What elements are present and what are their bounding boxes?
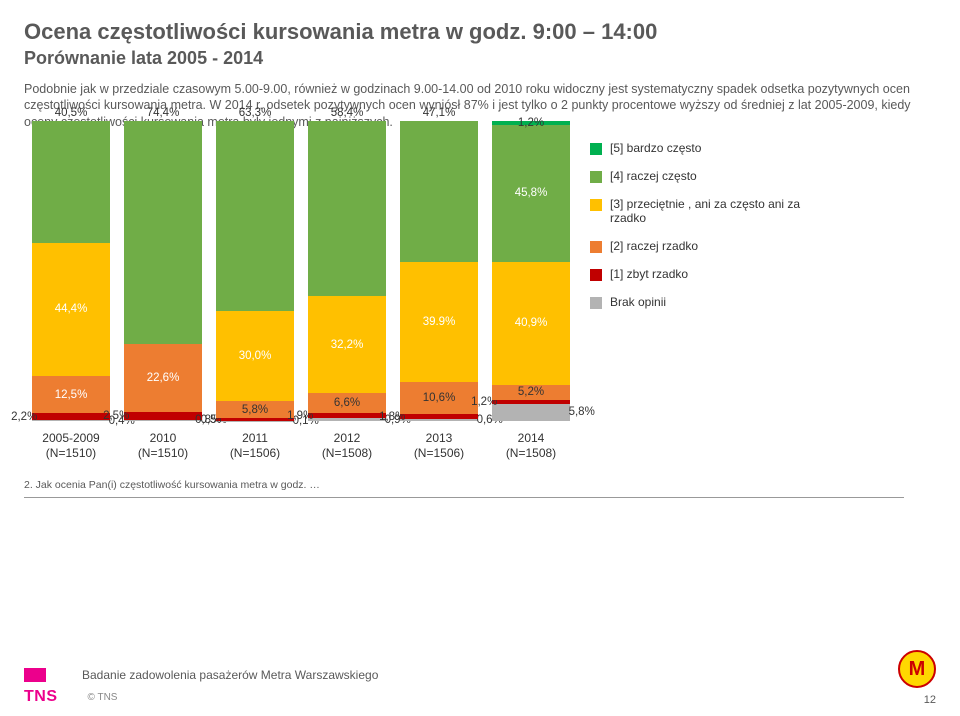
bar-segment: 0,6% — [400, 419, 478, 421]
bar-segment: 39.9% — [400, 262, 478, 382]
bar-column: 0,4%2,2% 12,5% 44,4% 40,5% 2005-2009(N=1510) — [32, 121, 110, 461]
legend-item: [3] przeciętnie , ani za często ani za r… — [590, 197, 820, 225]
x-axis-label: 2014(N=1508) — [506, 431, 556, 461]
bar-segment: 1,2% — [492, 121, 570, 125]
stacked-bar: 0,5%2,5% 22,6% 74,4% — [124, 121, 202, 421]
bar-segment: 63,3% — [216, 121, 294, 311]
segment-label: 74,4% — [147, 107, 180, 119]
bar-segment: 0,4% — [32, 420, 110, 421]
footnote: 2. Jak ocenia Pan(i) częstotliwość kurso… — [24, 479, 904, 498]
bar-segment: 0,5% — [124, 420, 202, 422]
legend-swatch-icon — [590, 297, 602, 309]
bar-segment: 1,2% — [492, 400, 570, 404]
footer: Badanie zadowolenia pasażerów Metra Wars… — [24, 668, 936, 706]
legend-swatch-icon — [590, 143, 602, 155]
legend-label: [1] zbyt rzadko — [610, 267, 688, 281]
bar-column: 0,1%0,8%5,8%30,0%63,3%2011(N=1506) — [216, 121, 294, 461]
segment-label: 22,6% — [147, 372, 180, 384]
bar-segment: 5,8% — [492, 404, 570, 421]
segment-label: 5,8% — [242, 404, 268, 416]
bar-segment: 47,1% — [400, 121, 478, 262]
legend-label: [2] raczej rzadko — [610, 239, 698, 253]
tns-logo: TNS — [24, 688, 58, 706]
bar-segment: 12,5% — [32, 376, 110, 414]
stacked-bar: 0,9%1,9% 6,6% 32,2% 58,4% — [308, 121, 386, 421]
bar-segment: 6,6% — [308, 393, 386, 413]
legend-label: [4] raczej często — [610, 169, 697, 183]
legend-item: [1] zbyt rzadko — [590, 267, 820, 281]
segment-label: 1,2% — [518, 117, 544, 129]
segment-label: 30,0% — [239, 350, 272, 362]
bar-segment: 2,5% — [124, 412, 202, 420]
segment-label: 47,1% — [423, 107, 456, 119]
stacked-bar: 5,8%1,2%5,2%40,9%45,8%1,2% — [492, 121, 570, 421]
page-subtitle: Porównanie lata 2005 - 2014 — [24, 48, 936, 69]
stacked-bar: 0,1%0,8%5,8%30,0%63,3% — [216, 121, 294, 421]
legend-label: [5] bardzo często — [610, 141, 701, 155]
bar-segment: 0,9% — [308, 418, 386, 421]
legend-swatch-icon — [590, 171, 602, 183]
stacked-bar: 0,4%2,2% 12,5% 44,4% 40,5% — [32, 121, 110, 421]
x-axis-label: 2012(N=1508) — [322, 431, 372, 461]
bar-column: 0,5%2,5% 22,6% 74,4% 2010(N=1510) — [124, 121, 202, 461]
tns-accent-icon — [24, 668, 46, 682]
page-number: 12 — [924, 694, 936, 706]
footer-title: Badanie zadowolenia pasażerów Metra Wars… — [82, 668, 378, 682]
bar-segment: 58,4% — [308, 121, 386, 296]
bar-segment: 0,8% — [216, 418, 294, 420]
chart-container: 0,4%2,2%12,5%44,4%40,5%2005-2009(N=1510)… — [24, 141, 936, 461]
x-axis-label: 2010(N=1510) — [138, 431, 188, 461]
bar-segment: 5,2% — [492, 385, 570, 401]
segment-label: 40,9% — [515, 317, 548, 329]
bar-segment: 2,2% — [32, 413, 110, 420]
segment-label: 63,3% — [239, 107, 272, 119]
segment-label: 40,5% — [55, 107, 88, 119]
legend-label: [3] przeciętnie , ani za często ani za r… — [610, 197, 820, 225]
bars-region: 0,4%2,2%12,5%44,4%40,5%2005-2009(N=1510)… — [24, 141, 570, 461]
bar-segment: 40,5% — [32, 121, 110, 243]
stacked-bar: 0,6%1,8% 10,6% 39.9% 47,1% — [400, 121, 478, 421]
bar-column: 0,6%1,8% 10,6% 39.9% 47,1% 2013(N=1506) — [400, 121, 478, 461]
segment-label: 5,2% — [518, 386, 544, 398]
legend-item: [4] raczej często — [590, 169, 820, 183]
bar-segment: 1,9% — [308, 413, 386, 419]
bar-column: 5,8%1,2%5,2%40,9%45,8%1,2%2014(N=1508) — [492, 121, 570, 461]
bar-segment: 44,4% — [32, 243, 110, 376]
legend-item: Brak opinii — [590, 295, 820, 309]
segment-label: 39.9% — [423, 316, 456, 328]
x-axis-label: 2011(N=1506) — [230, 431, 280, 461]
legend-item: [5] bardzo często — [590, 141, 820, 155]
segment-label: 44,4% — [55, 303, 88, 315]
segment-label: 12,5% — [55, 389, 88, 401]
bar-segment: 40,9% — [492, 262, 570, 385]
bar-segment: 30,0% — [216, 311, 294, 401]
segment-label: 45,8% — [515, 187, 548, 199]
page-title: Ocena częstotliwości kursowania metra w … — [24, 18, 936, 46]
x-axis-label: 2005-2009(N=1510) — [42, 431, 99, 461]
bar-segment: 5,8% — [216, 401, 294, 418]
segment-label: 32,2% — [331, 339, 364, 351]
legend-swatch-icon — [590, 241, 602, 253]
bar-segment: 45,8% — [492, 125, 570, 262]
legend-swatch-icon — [590, 269, 602, 281]
segment-label: 6,6% — [334, 397, 360, 409]
bar-segment: 32,2% — [308, 296, 386, 393]
legend-label: Brak opinii — [610, 295, 666, 309]
copyright: © TNS — [88, 692, 118, 703]
bar-column: 0,9%1,9% 6,6% 32,2% 58,4% 2012(N=1508) — [308, 121, 386, 461]
x-axis-label: 2013(N=1506) — [414, 431, 464, 461]
bar-segment: 10,6% — [400, 382, 478, 414]
bar-segment: 1,8% — [400, 414, 478, 419]
legend-swatch-icon — [590, 199, 602, 211]
segment-label: 58,4% — [331, 107, 364, 119]
segment-label: 10,6% — [423, 392, 456, 404]
bar-segment: 22,6% — [124, 344, 202, 412]
legend: [5] bardzo często [4] raczej często [3] pr… — [590, 141, 820, 461]
legend-item: [2] raczej rzadko — [590, 239, 820, 253]
segment-label: 5,8% — [569, 406, 595, 418]
bar-segment: 74,4% — [124, 121, 202, 344]
